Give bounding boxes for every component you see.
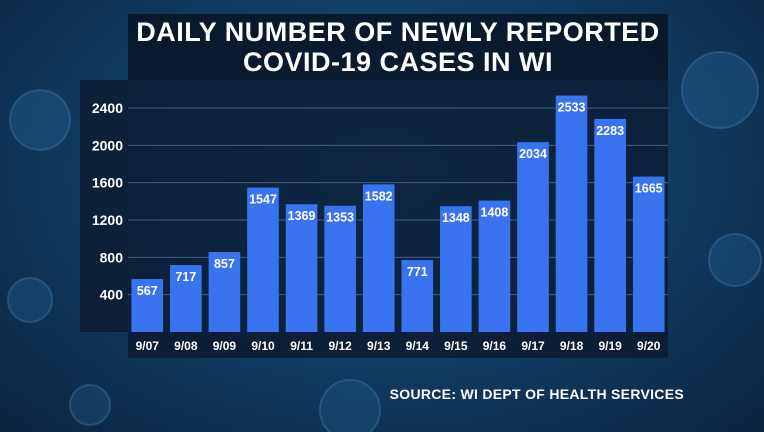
x-tick-label: 9/10 — [251, 339, 275, 353]
bar — [632, 176, 665, 332]
y-axis-panel — [80, 80, 128, 332]
source-note: SOURCE: WI DEPT OF HEALTH SERVICES — [389, 386, 684, 402]
title-line-2: COVID-19 CASES IN WI — [242, 47, 554, 77]
y-tick-label: 2400 — [92, 100, 123, 116]
data-label: 1582 — [365, 189, 393, 203]
y-tick-label: 400 — [100, 287, 124, 303]
x-tick-label: 9/12 — [328, 339, 352, 353]
data-label: 717 — [175, 270, 196, 284]
x-tick-label: 9/14 — [406, 339, 430, 353]
chart-svg: 400 800 1200 1600 2000 2400 567 9/07 717 9/08 857 9… — [80, 80, 668, 358]
x-tick-label: 9/18 — [560, 339, 584, 353]
data-label: 1408 — [481, 206, 509, 220]
x-tick-label: 9/08 — [174, 339, 198, 353]
data-label: 2533 — [558, 101, 586, 115]
x-tick-label: 9/19 — [598, 339, 622, 353]
data-label: 1348 — [442, 211, 470, 225]
y-tick-label: 2000 — [92, 137, 123, 153]
x-tick-label: 9/13 — [367, 339, 391, 353]
x-tick-label: 9/16 — [483, 339, 507, 353]
bar — [208, 252, 241, 332]
data-label: 567 — [137, 284, 158, 298]
bar — [478, 200, 511, 332]
title-box: DAILY NUMBER OF NEWLY REPORTED COVID-19 … — [128, 14, 668, 80]
data-label: 771 — [407, 265, 428, 279]
x-tick-label: 9/09 — [213, 339, 237, 353]
bar — [324, 205, 356, 332]
data-label: 1665 — [635, 182, 663, 196]
y-tick-label: 800 — [100, 249, 124, 265]
data-label: 857 — [214, 257, 235, 271]
data-label: 1547 — [249, 193, 277, 207]
bar — [170, 265, 202, 332]
x-tick-label: 9/07 — [136, 339, 160, 353]
bar — [285, 204, 318, 332]
x-tick-label: 9/20 — [637, 339, 661, 353]
bar — [401, 260, 434, 332]
data-label: 2034 — [519, 147, 547, 161]
bar — [517, 142, 549, 332]
data-label: 2283 — [596, 124, 624, 138]
y-tick-label: 1600 — [92, 175, 123, 191]
title-line-1: DAILY NUMBER OF NEWLY REPORTED — [136, 17, 660, 47]
bar — [555, 95, 588, 332]
x-axis-panel — [128, 332, 668, 358]
data-label: 1353 — [326, 211, 354, 225]
x-tick-label: 9/17 — [521, 339, 545, 353]
bar-chart: 400 800 1200 1600 2000 2400 567 9/07 717 9/08 857 9… — [80, 80, 668, 358]
bar — [594, 118, 626, 332]
x-tick-label: 9/15 — [444, 339, 468, 353]
x-tick-label: 9/11 — [290, 339, 313, 353]
y-tick-label: 1200 — [92, 212, 123, 228]
data-label: 1369 — [288, 209, 316, 223]
bar — [247, 187, 279, 332]
bar — [362, 184, 395, 332]
bar — [131, 279, 164, 332]
bar — [440, 206, 472, 332]
